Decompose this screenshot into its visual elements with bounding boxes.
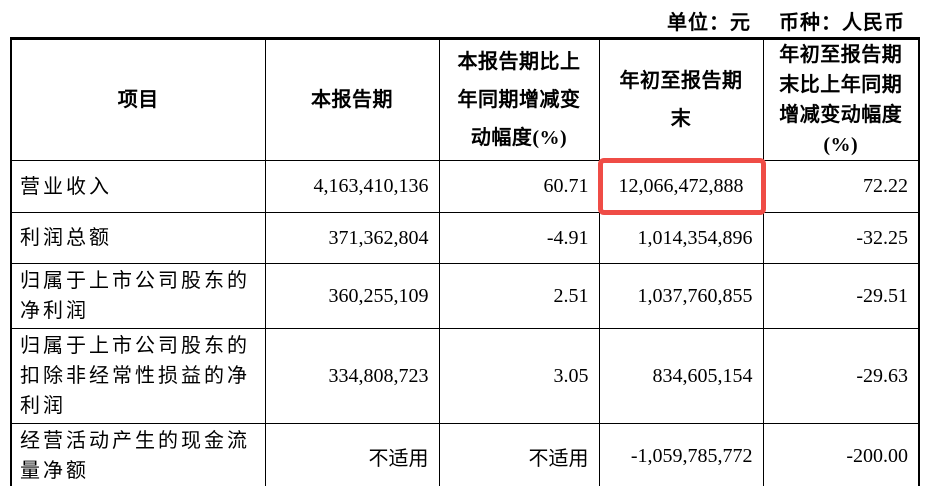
table-row-net-profit-excl-nonrecurring: 归属于上市公司股东的扣除非经常性损益的净利润 334,808,723 3.05 …: [10, 328, 920, 424]
current-period-cell: 不适用: [264, 423, 440, 486]
cell-value: 12,066,472,888: [618, 175, 744, 197]
currency-label: 币种：人民币: [779, 12, 905, 34]
current-period-cell: 360,255,109: [264, 263, 440, 329]
ytd-cell: 834,605,154: [598, 328, 764, 424]
ytd-yoy-change-cell: -32.25: [762, 212, 920, 264]
yoy-change-cell: 不适用: [438, 423, 600, 486]
yoy-change-cell: 60.71: [438, 160, 600, 213]
ytd-cell-highlighted: 12,066,472,888: [597, 158, 766, 215]
unit-currency-line: 单位：元 币种：人民币: [667, 6, 905, 35]
yoy-change-cell: 2.51: [438, 263, 600, 329]
ytd-yoy-change-cell: -29.51: [762, 263, 920, 329]
header-ytd: 年初至报告期末: [598, 38, 764, 161]
ytd-cell: 1,037,760,855: [598, 263, 764, 329]
unit-label: 单位：元: [667, 12, 751, 34]
header-item: 项目: [10, 38, 266, 161]
ytd-yoy-change-cell: -200.00: [762, 423, 920, 486]
table-row-operating-revenue: 营业收入 4,163,410,136 60.71 12,066,472,888 …: [10, 158, 920, 215]
item-cell: 利润总额: [10, 212, 266, 264]
yoy-change-cell: 3.05: [438, 328, 600, 424]
table-row-net-profit-attributable: 归属于上市公司股东的净利润 360,255,109 2.51 1,037,760…: [10, 263, 920, 329]
table-row-operating-cash-flow: 经营活动产生的现金流量净额 不适用 不适用 -1,059,785,772 -20…: [10, 423, 920, 486]
header-yoy-change: 本报告期比上年同期增减变动幅度(%): [438, 38, 600, 161]
ytd-cell: -1,059,785,772: [598, 423, 764, 486]
ytd-yoy-change-cell: 72.22: [762, 160, 920, 213]
ytd-cell: 1,014,354,896: [598, 212, 764, 264]
yoy-change-cell: -4.91: [438, 212, 600, 264]
ytd-yoy-change-cell: -29.63: [762, 328, 920, 424]
item-cell: 经营活动产生的现金流量净额: [10, 423, 266, 486]
current-period-cell: 371,362,804: [264, 212, 440, 264]
current-period-cell: 4,163,410,136: [264, 160, 440, 213]
item-cell: 归属于上市公司股东的净利润: [10, 263, 266, 329]
header-row: 项目 本报告期 本报告期比上年同期增减变动幅度(%) 年初至报告期末 年初至报告…: [10, 38, 920, 161]
header-current-period: 本报告期: [264, 38, 440, 161]
table-row-total-profit: 利润总额 371,362,804 -4.91 1,014,354,896 -32…: [10, 212, 920, 264]
header-ytd-yoy-change: 年初至报告期末比上年同期增减变动幅度(%): [762, 38, 920, 161]
item-cell: 营业收入: [10, 160, 266, 213]
financial-summary-table: 项目 本报告期 本报告期比上年同期增减变动幅度(%) 年初至报告期末 年初至报告…: [10, 37, 920, 486]
item-cell: 归属于上市公司股东的扣除非经常性损益的净利润: [10, 328, 266, 424]
current-period-cell: 334,808,723: [264, 328, 440, 424]
